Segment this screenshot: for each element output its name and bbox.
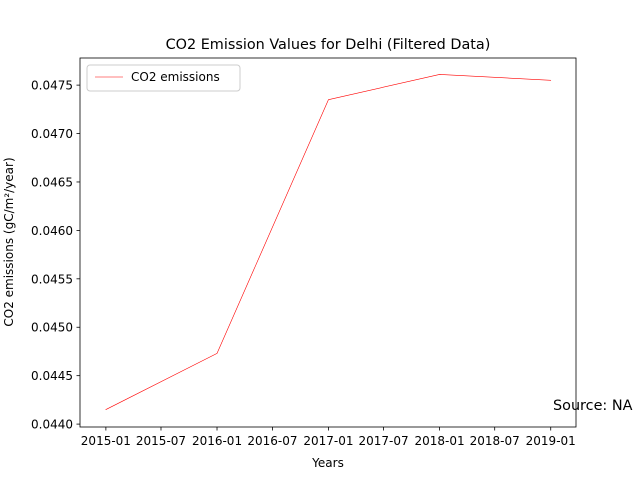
y-tick-label: 0.0465 [31,175,73,189]
x-axis: 2015-01 2015-07 2016-01 2016-07 2017-01 2017-… [81,427,576,448]
x-tick-label: 2015-07 [136,434,186,448]
series-layer [105,74,552,410]
source-annotation: Source: NA [553,398,633,414]
chart-title: CO2 Emission Values for Delhi (Filtered … [166,37,491,53]
y-tick-label: 0.0445 [31,369,73,383]
x-tick-label: 2016-07 [247,434,297,448]
x-tick-label: 2016-01 [192,434,242,448]
plot-frame [79,57,577,428]
y-tick-label: 0.0455 [31,272,73,286]
plot-area [79,57,577,428]
y-axis: 0.0440 0.0445 0.0450 0.0455 0.0460 0.0465 0.04… [31,79,80,432]
legend-label: CO2 emissions [131,70,220,84]
x-axis-label: Years [311,456,344,470]
y-tick-label: 0.0475 [31,79,73,93]
y-tick-label: 0.0450 [31,321,73,335]
x-tick-label: 2019-01 [526,434,576,448]
x-tick-label: 2015-01 [81,434,131,448]
y-tick-label: 0.0460 [31,224,73,238]
y-tick-label: 0.0470 [31,127,73,141]
x-tick-label: 2018-07 [470,434,520,448]
x-tick-label: 2017-01 [303,434,353,448]
x-tick-label: 2017-07 [358,434,408,448]
x-tick-label: 2018-01 [415,434,465,448]
y-axis-label: CO2 emissions (gC/m²/year) [2,157,16,326]
legend: CO2 emissions [86,64,241,92]
legend-box [86,64,241,92]
y-tick-label: 0.0440 [31,418,73,432]
